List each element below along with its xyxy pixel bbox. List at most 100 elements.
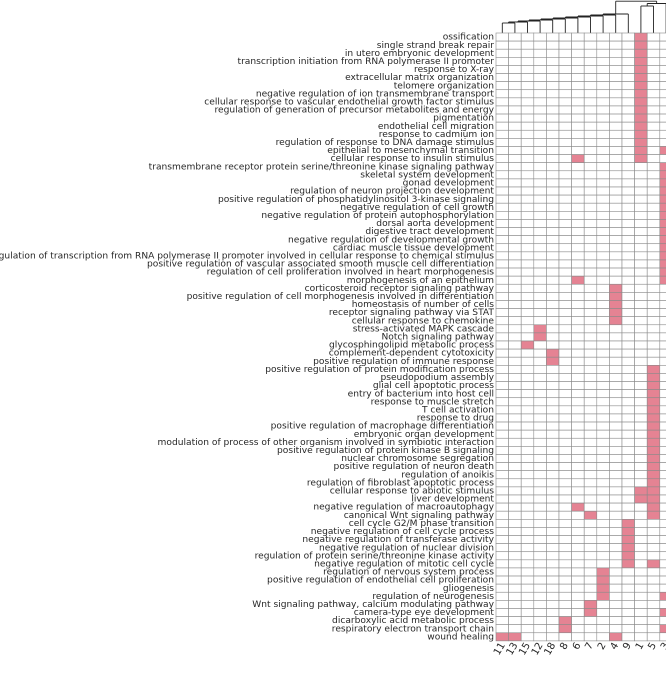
cell-regulation-of-neurogenesis-col-2 xyxy=(596,591,610,601)
cell-wound-healing-col-2 xyxy=(596,632,610,642)
cell-morphogenesis-of-an-epithelium-col-1 xyxy=(634,275,648,285)
cell-regulation-of-nervous-system-process-col-3 xyxy=(659,567,666,577)
cell-negative-regulation-of-transferase-activ-col-15 xyxy=(520,535,535,544)
cell-regulation-of-neuron-projection-developm-col-11 xyxy=(495,186,509,196)
cell-regulation-of-nervous-system-process-col-5 xyxy=(646,567,661,577)
cell-gonad-development-col-5 xyxy=(646,178,661,188)
cell-telomere-organization-col-12 xyxy=(533,81,547,91)
cell-positive-regulation-of-vascular-associat-col-1 xyxy=(634,259,648,269)
cell-respiratory-electron-transport-chain-col-2 xyxy=(596,624,610,634)
cell-glial-cell-apoptotic-process-col-5 xyxy=(646,381,661,390)
cell-receptor-signaling-pathway-via-stat-col-9 xyxy=(621,308,635,317)
row-label-glial-cell-apoptotic-process: glial cell apoptotic process xyxy=(373,381,494,391)
cell-dorsal-aorta-development-col-6 xyxy=(571,219,585,228)
cell-corticosteroid-receptor-signaling-pathwa-col-9 xyxy=(621,283,635,293)
cell-negative-regulation-of-protein-autophosp-col-11 xyxy=(495,211,509,220)
cell-regulation-of-fibroblast-apoptotic-proce-col-12 xyxy=(533,478,547,488)
cell-negative-regulation-of-macroautophagy-col-4 xyxy=(609,502,623,512)
cell-embryonic-organ-development-col-4 xyxy=(609,429,623,439)
row-label-endothelial-cell-migration: endothelial cell migration xyxy=(378,122,494,132)
cell-receptor-signaling-pathway-via-stat-col-18 xyxy=(546,308,560,317)
cell-negative-regulation-of-protein-autophosp-col-8 xyxy=(558,211,572,220)
cell-response-to-x-ray-col-6 xyxy=(571,65,585,74)
cell-negative-regulation-of-macroautophagy-col-13 xyxy=(508,502,522,512)
cell-cellular-response-to-chemokine-col-8 xyxy=(558,316,572,326)
cell-regulation-of-neurogenesis-col-11 xyxy=(495,591,509,601)
col-label-2: 2 xyxy=(596,641,609,652)
cell-respiratory-electron-transport-chain-col-8 xyxy=(558,624,572,634)
cell-positive-regulation-of-transcription-fro-col-4 xyxy=(609,251,623,261)
cell-response-to-cadmium-ion-col-7 xyxy=(583,129,598,139)
cell-positive-regulation-of-phosphatidylinosi-col-12 xyxy=(533,194,547,204)
cell-negative-regulation-of-nuclear-division-col-1 xyxy=(634,543,648,553)
cell-epithelial-to-mesenchymal-transition-col-13 xyxy=(508,146,522,155)
cell-transmembrane-receptor-protein-serine-th-col-18 xyxy=(546,162,560,172)
cell-cellular-response-to-vascular-endothelia-col-8 xyxy=(558,97,572,107)
cell-response-to-drug-col-3 xyxy=(659,413,666,423)
cell-in-utero-embryonic-development-col-9 xyxy=(621,48,635,58)
cell-negative-regulation-of-ion-transmembrane-col-18 xyxy=(546,89,560,99)
cell-camera-type-eye-development-col-18 xyxy=(546,608,560,617)
cell-negative-regulation-of-macroautophagy-col-3 xyxy=(659,502,666,512)
cell-skeletal-system-development-col-3 xyxy=(659,170,666,180)
row-label-regulation-of-neuron-projection-development: regulation of neuron projection developm… xyxy=(290,187,494,197)
cell-cellular-response-to-vascular-endothelia-col-1 xyxy=(634,97,648,107)
cell-regulation-of-neurogenesis-col-15 xyxy=(520,591,535,601)
cell-response-to-muscle-stretch-col-12 xyxy=(533,397,547,407)
cell-t-cell-activation-col-8 xyxy=(558,405,572,415)
cell-transcription-initiation-from-rna-polyme-col-2 xyxy=(596,57,610,66)
cell-positive-regulation-of-endothelial-cell--col-3 xyxy=(659,575,666,585)
cell-positive-regulation-of-neuron-death-col-9 xyxy=(621,462,635,471)
cell-entry-of-bacterium-into-host-cell-col-11 xyxy=(495,389,509,399)
cell-extracellular-matrix-organization-col-18 xyxy=(546,73,560,82)
cell-dicarboxylic-acid-metabolic-process-col-8 xyxy=(558,616,572,625)
cell-regulation-of-fibroblast-apoptotic-proce-col-8 xyxy=(558,478,572,488)
cell-cellular-response-to-chemokine-col-15 xyxy=(520,316,535,326)
cell-positive-regulation-of-phosphatidylinosi-col-9 xyxy=(621,194,635,204)
cell-receptor-signaling-pathway-via-stat-col-1 xyxy=(634,308,648,317)
cell-regulation-of-anoikis-col-12 xyxy=(533,470,547,480)
cell-gliogenesis-col-6 xyxy=(571,583,585,593)
cell-response-to-muscle-stretch-col-2 xyxy=(596,397,610,407)
cell-positive-regulation-of-neuron-death-col-3 xyxy=(659,462,666,471)
cell-regulation-of-neurogenesis-col-13 xyxy=(508,591,522,601)
cell-extracellular-matrix-organization-col-9 xyxy=(621,73,635,82)
cell-negative-regulation-of-mitotic-cell-cycl-col-9 xyxy=(621,559,635,569)
cell-corticosteroid-receptor-signaling-pathwa-col-5 xyxy=(646,283,661,293)
cell-embryonic-organ-development-col-15 xyxy=(520,429,535,439)
cell-extracellular-matrix-organization-col-15 xyxy=(520,73,535,82)
cell-glycosphingolipid-metabolic-process-col-11 xyxy=(495,340,509,350)
cell-extracellular-matrix-organization-col-7 xyxy=(583,73,598,82)
cell-telomere-organization-col-1 xyxy=(634,81,648,91)
cell-stress-activated-mapk-cascade-col-3 xyxy=(659,324,666,334)
cell-negative-regulation-of-developmental-gro-col-2 xyxy=(596,235,610,245)
cell-cell-cycle-g2-m-phase-transition-col-11 xyxy=(495,518,509,528)
cell-cellular-response-to-vascular-endothelia-col-12 xyxy=(533,97,547,107)
cell-entry-of-bacterium-into-host-cell-col-9 xyxy=(621,389,635,399)
cell-response-to-muscle-stretch-col-18 xyxy=(546,397,560,407)
cell-respiratory-electron-transport-chain-col-12 xyxy=(533,624,547,634)
cell-response-to-muscle-stretch-col-11 xyxy=(495,397,509,407)
cell-positive-regulation-of-phosphatidylinosi-col-11 xyxy=(495,194,509,204)
cell-epithelial-to-mesenchymal-transition-col-5 xyxy=(646,146,661,155)
cell-response-to-x-ray-col-9 xyxy=(621,65,635,74)
cell-transmembrane-receptor-protein-serine-th-col-13 xyxy=(508,162,522,172)
cell-skeletal-system-development-col-12 xyxy=(533,170,547,180)
row-label-nuclear-chromosome-segregation: nuclear chromosome segregation xyxy=(341,454,494,464)
cell-ossification-col-18 xyxy=(546,32,560,42)
cell-negative-regulation-of-nuclear-division-col-5 xyxy=(646,543,661,553)
cell-pseudopodium-assembly-col-15 xyxy=(520,373,535,382)
cell-stress-activated-mapk-cascade-col-12 xyxy=(533,324,547,334)
cell-receptor-signaling-pathway-via-stat-col-11 xyxy=(495,308,509,317)
cell-nuclear-chromosome-segregation-col-2 xyxy=(596,454,610,463)
row-label-positive-regulation-of-protein-kinase-b-signaling: positive regulation of protein kinase B … xyxy=(277,446,494,456)
cell-response-to-drug-col-5 xyxy=(646,413,661,423)
cell-positive-regulation-of-protein-kinase-b--col-15 xyxy=(520,446,535,455)
cell-positive-regulation-of-vascular-associat-col-18 xyxy=(546,259,560,269)
row-label-respiratory-electron-transport-chain: respiratory electron transport chain xyxy=(332,624,494,634)
cell-respiratory-electron-transport-chain-col-5 xyxy=(646,624,661,634)
row-label-response-to-muscle-stretch: response to muscle stretch xyxy=(371,397,494,407)
cell-negative-regulation-of-mitotic-cell-cycl-col-13 xyxy=(508,559,522,569)
cell-dorsal-aorta-development-col-4 xyxy=(609,219,623,228)
